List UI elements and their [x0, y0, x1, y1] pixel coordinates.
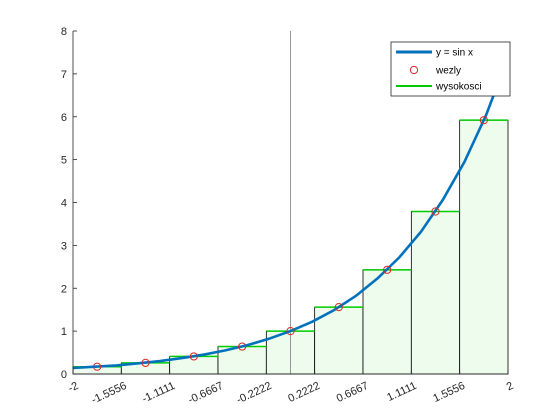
y-tick-label: 8	[61, 26, 67, 38]
node-marker	[479, 116, 488, 125]
y-tick-label: 2	[61, 283, 67, 295]
legend-label-curve: y = sin x	[436, 48, 473, 59]
y-tick-label: 4	[61, 198, 67, 210]
y-tick-label: 3	[61, 240, 67, 252]
x-tick-label: 2	[505, 380, 516, 393]
node-marker	[93, 362, 102, 371]
node-marker	[286, 327, 295, 336]
legend-swatch-nodes	[409, 65, 419, 75]
y-tick-label: 7	[61, 69, 67, 81]
node-marker	[334, 303, 343, 312]
node-marker	[383, 265, 392, 274]
node-marker	[431, 207, 440, 216]
x-tick-label: -2	[66, 380, 80, 395]
legend-label-nodes: wezly	[435, 66, 461, 77]
legend: y = sin x wezly wysokosci	[390, 41, 511, 97]
curve-line	[72, 56, 510, 370]
y-tick-label: 0	[61, 369, 67, 381]
y-tick-label: 5	[61, 155, 67, 167]
plot-area	[72, 31, 510, 375]
node-marker	[141, 358, 150, 367]
legend-label-heights: wysokosci	[435, 82, 482, 93]
node-marker	[189, 352, 198, 361]
y-tick-label: 1	[61, 326, 67, 338]
node-marker	[238, 342, 247, 351]
height-bar	[459, 119, 509, 375]
y-tick-label: 6	[61, 112, 67, 124]
